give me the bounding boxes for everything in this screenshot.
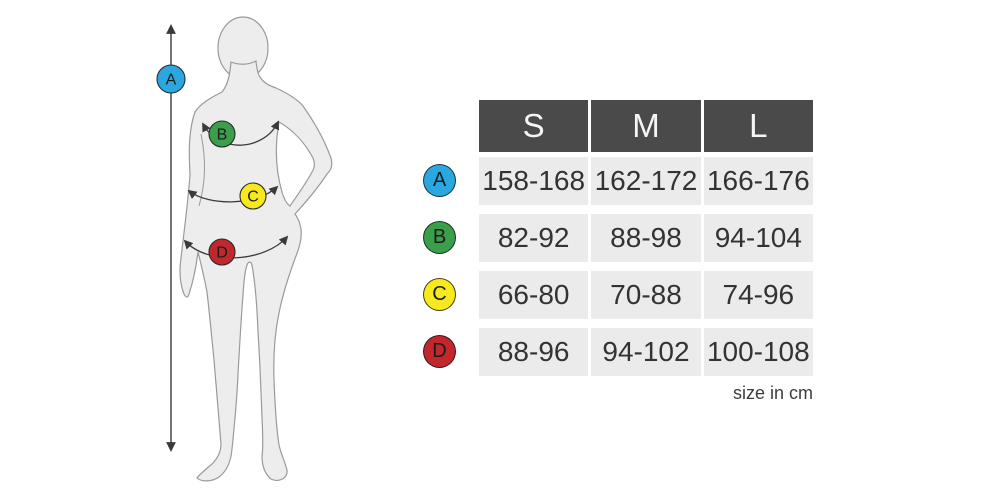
- column-header-s: S: [479, 100, 589, 152]
- legend-a-circle: A: [423, 164, 456, 197]
- cell-c-l: 74-96: [703, 271, 813, 319]
- legend-c-circle: C: [423, 278, 456, 311]
- legend-d-label: D: [432, 340, 447, 362]
- marker-a-label: A: [166, 72, 177, 89]
- marker-b-circle: [208, 120, 236, 148]
- legend-c-label: C: [432, 283, 447, 305]
- marker-d-circle: [208, 238, 236, 266]
- legend-a-label: A: [432, 169, 447, 191]
- marker-c-circle: [239, 182, 267, 210]
- silhouette-body: [179, 60, 333, 482]
- cell-d-m: 94-102: [591, 328, 701, 376]
- table-row-a: 158-168 162-172 166-176: [479, 157, 813, 205]
- size-table: S M L 158-168 162-172 166-176 82-92 88-9…: [479, 100, 813, 376]
- legend-b-label: B: [432, 226, 447, 248]
- cell-a-m: 162-172: [591, 157, 701, 205]
- marker-a-circle: [156, 64, 186, 94]
- marker-d-label: D: [216, 245, 228, 262]
- units-note: size in cm: [732, 383, 813, 403]
- cell-d-l: 100-108: [703, 328, 813, 376]
- cell-d-s: 88-96: [479, 328, 589, 376]
- table-row-c: 66-80 70-88 74-96: [479, 271, 813, 319]
- marker-b-label: B: [217, 127, 228, 144]
- table-row-b: 82-92 88-98 94-104: [479, 214, 813, 262]
- cell-b-m: 88-98: [591, 214, 701, 262]
- cell-c-m: 70-88: [591, 271, 701, 319]
- cell-a-s: 158-168: [479, 157, 589, 205]
- marker-c-label: C: [247, 189, 259, 206]
- hip-measurement-arc: [183, 235, 289, 259]
- waist-measurement-arc: [187, 185, 279, 203]
- silhouette-armpit-crease: [198, 133, 206, 207]
- legend-d-circle: D: [423, 335, 456, 368]
- size-table-header: S M L: [479, 100, 813, 152]
- legend-b-circle: B: [423, 221, 456, 254]
- cell-b-s: 82-92: [479, 214, 589, 262]
- cell-a-l: 166-176: [703, 157, 813, 205]
- cell-b-l: 94-104: [703, 214, 813, 262]
- column-header-m: M: [591, 100, 701, 152]
- cell-c-s: 66-80: [479, 271, 589, 319]
- table-row-d: 88-96 94-102 100-108: [479, 328, 813, 376]
- column-header-l: L: [703, 100, 813, 152]
